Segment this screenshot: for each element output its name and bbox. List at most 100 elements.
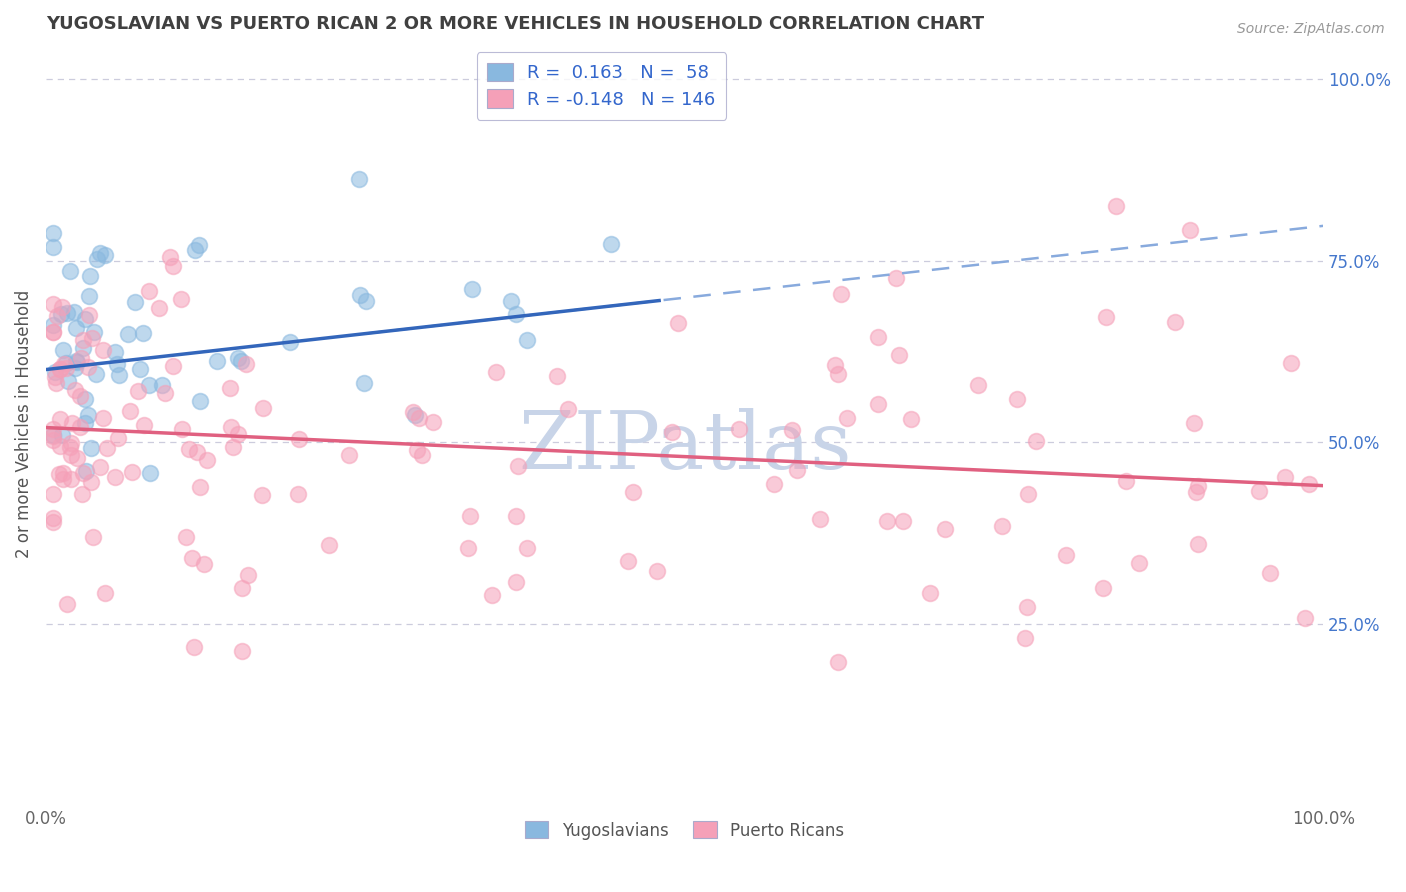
Point [41,428,63,442]
Point [63,304,86,318]
Point [461,282,484,296]
Point [918,586,941,600]
Point [1017,600,1039,615]
Point [808,512,831,526]
Point [318,538,340,552]
Point [1185,485,1208,500]
Point [51,428,73,442]
Point [128,361,150,376]
Point [65,383,87,397]
Point [79,269,101,284]
Point [103,470,125,484]
Point [188,394,211,409]
Point [1182,416,1205,430]
Point [41,297,63,311]
Point [1025,434,1047,448]
Point [868,330,890,344]
Point [645,565,668,579]
Point [505,307,527,321]
Point [52,467,75,481]
Point [72,466,94,480]
Point [89,459,111,474]
Point [51,300,73,314]
Point [617,554,640,568]
Point [353,376,375,390]
Point [188,480,211,494]
Point [59,264,82,278]
Point [79,289,101,303]
Point [107,368,129,383]
Point [159,250,181,264]
Point [56,375,79,389]
Point [153,385,176,400]
Point [41,422,63,436]
Point [780,423,803,437]
Point [231,582,253,596]
Point [349,287,371,301]
Point [404,408,426,422]
Point [69,420,91,434]
Point [827,656,849,670]
Point [69,389,91,403]
Point [76,408,98,422]
Point [666,316,689,330]
Point [96,441,118,455]
Point [824,358,846,372]
Point [1115,474,1137,488]
Point [827,368,849,382]
Point [56,597,79,611]
Point [219,381,242,395]
Point [422,415,444,429]
Point [41,433,63,447]
Point [83,325,105,339]
Point [238,568,260,582]
Point [876,515,898,529]
Point [94,586,117,600]
Point [44,370,66,384]
Point [70,487,93,501]
Point [91,343,114,357]
Text: ZIPatlas: ZIPatlas [517,408,852,486]
Point [60,435,83,450]
Point [75,392,97,406]
Point [46,310,69,324]
Point [966,378,988,392]
Point [41,487,63,501]
Point [1298,477,1320,491]
Point [49,439,72,453]
Point [229,354,252,368]
Point [1094,310,1116,324]
Point [86,252,108,267]
Point [481,588,503,602]
Point [661,425,683,440]
Y-axis label: 2 or more Vehicles in Household: 2 or more Vehicles in Household [15,290,32,558]
Point [72,341,94,355]
Point [884,271,907,285]
Point [457,541,479,556]
Point [228,427,250,442]
Point [118,404,141,418]
Point [139,466,162,480]
Point [56,306,79,320]
Point [55,360,77,375]
Point [105,357,128,371]
Point [41,429,63,443]
Point [138,284,160,298]
Point [41,326,63,340]
Point [75,464,97,478]
Point [170,292,193,306]
Point [188,237,211,252]
Point [221,420,243,434]
Point [66,355,89,369]
Point [127,384,149,398]
Point [900,412,922,426]
Point [887,348,910,362]
Legend: Yugoslavians, Puerto Ricans: Yugoslavians, Puerto Ricans [519,814,851,847]
Point [621,484,644,499]
Point [1128,556,1150,570]
Point [235,357,257,371]
Point [1247,483,1270,498]
Point [288,432,311,446]
Point [41,516,63,530]
Point [406,442,429,457]
